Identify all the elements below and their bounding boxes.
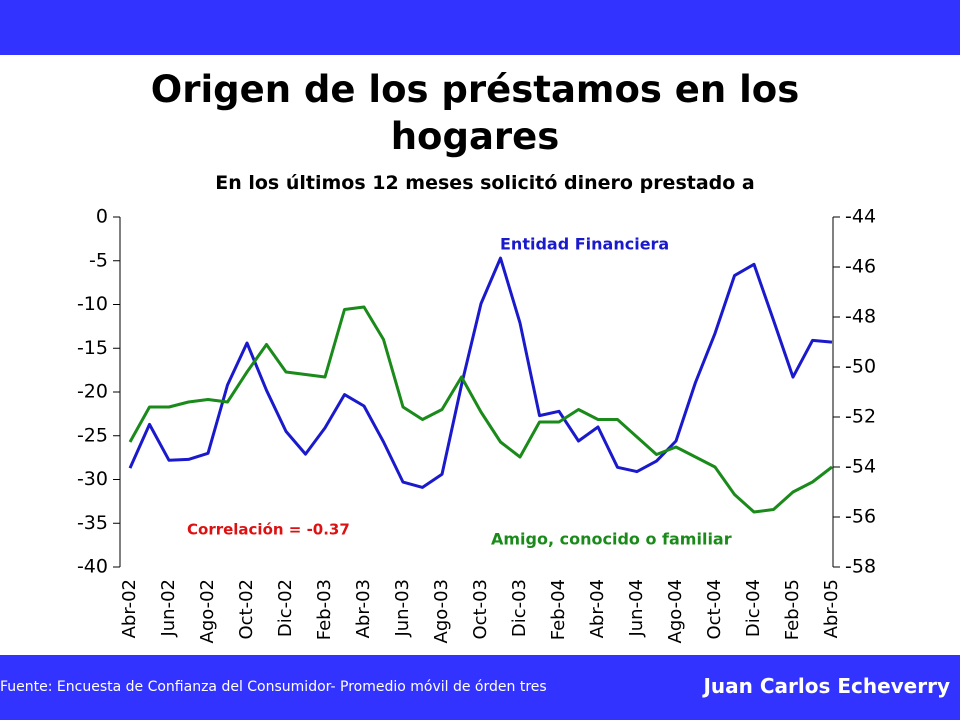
y2-tick-label: -52 xyxy=(845,406,876,428)
source-note: Fuente: Encuesta de Confianza del Consum… xyxy=(0,679,547,695)
y-tick-label: -5 xyxy=(89,249,108,271)
x-tick-label: Abr-04 xyxy=(587,579,608,638)
y2-tick-label: -46 xyxy=(845,256,876,278)
x-tick-label: Jun-02 xyxy=(158,579,179,638)
bottom-band xyxy=(0,655,960,720)
x-tick-label: Dic-02 xyxy=(275,579,296,637)
y-tick-label: -15 xyxy=(77,337,108,359)
chart: 0 -5 -10 -15 -20 -25 -30 -35 -40 -44 -46 -48 -50 -52 -… xyxy=(77,206,876,644)
annotation: Correlación = -0.37 xyxy=(187,521,350,539)
y2-tick-label: -58 xyxy=(845,556,876,578)
x-tick-label: Feb-05 xyxy=(782,579,803,640)
x-tick-label: Feb-04 xyxy=(548,579,569,640)
y2-tick-label: -50 xyxy=(845,356,876,378)
y-tick-label: -30 xyxy=(77,468,108,490)
x-tick-label: Oct-04 xyxy=(704,579,725,640)
series-line xyxy=(128,256,833,489)
y2-tick-label: -48 xyxy=(845,306,876,328)
x-tick-label: Abr-05 xyxy=(821,579,842,638)
series-label: Amigo, conocido o familiar xyxy=(491,530,732,549)
series-line xyxy=(128,305,833,514)
x-tick-label: Abr-02 xyxy=(119,579,140,638)
x-tick-label: Ago-03 xyxy=(431,579,452,644)
y2-tick-label: -54 xyxy=(845,456,876,478)
series-label: Entidad Financiera xyxy=(500,235,669,254)
y-tick-label: -10 xyxy=(77,293,108,315)
y-tick-label: -40 xyxy=(77,556,108,578)
x-tick-label: Ago-04 xyxy=(665,579,686,644)
y2-tick-label: -44 xyxy=(845,206,876,228)
y-tick-label: 0 xyxy=(96,206,108,228)
author: Juan Carlos Echeverry xyxy=(703,674,950,698)
x-tick-label: Oct-02 xyxy=(236,579,257,640)
x-tick-label: Ago-02 xyxy=(197,579,218,644)
x-tick-label: Feb-03 xyxy=(314,579,335,640)
chart-subtitle: En los últimos 12 meses solicitó dinero … xyxy=(215,172,755,194)
x-tick-label: Abr-03 xyxy=(353,579,374,638)
top-band xyxy=(0,0,960,55)
y-tick-label: -20 xyxy=(77,381,108,403)
x-tick-label: Oct-03 xyxy=(470,579,491,640)
x-tick-label: Dic-04 xyxy=(743,579,764,637)
y-tick-label: -35 xyxy=(77,512,108,534)
x-tick-label: Jun-04 xyxy=(626,579,647,638)
x-tick-label: Jun-03 xyxy=(392,579,413,638)
y2-tick-label: -56 xyxy=(845,506,876,528)
chart-title: Origen de los préstamos en los hogares xyxy=(150,68,800,158)
x-tick-label: Dic-03 xyxy=(509,579,530,637)
y-tick-label: -25 xyxy=(77,424,108,446)
